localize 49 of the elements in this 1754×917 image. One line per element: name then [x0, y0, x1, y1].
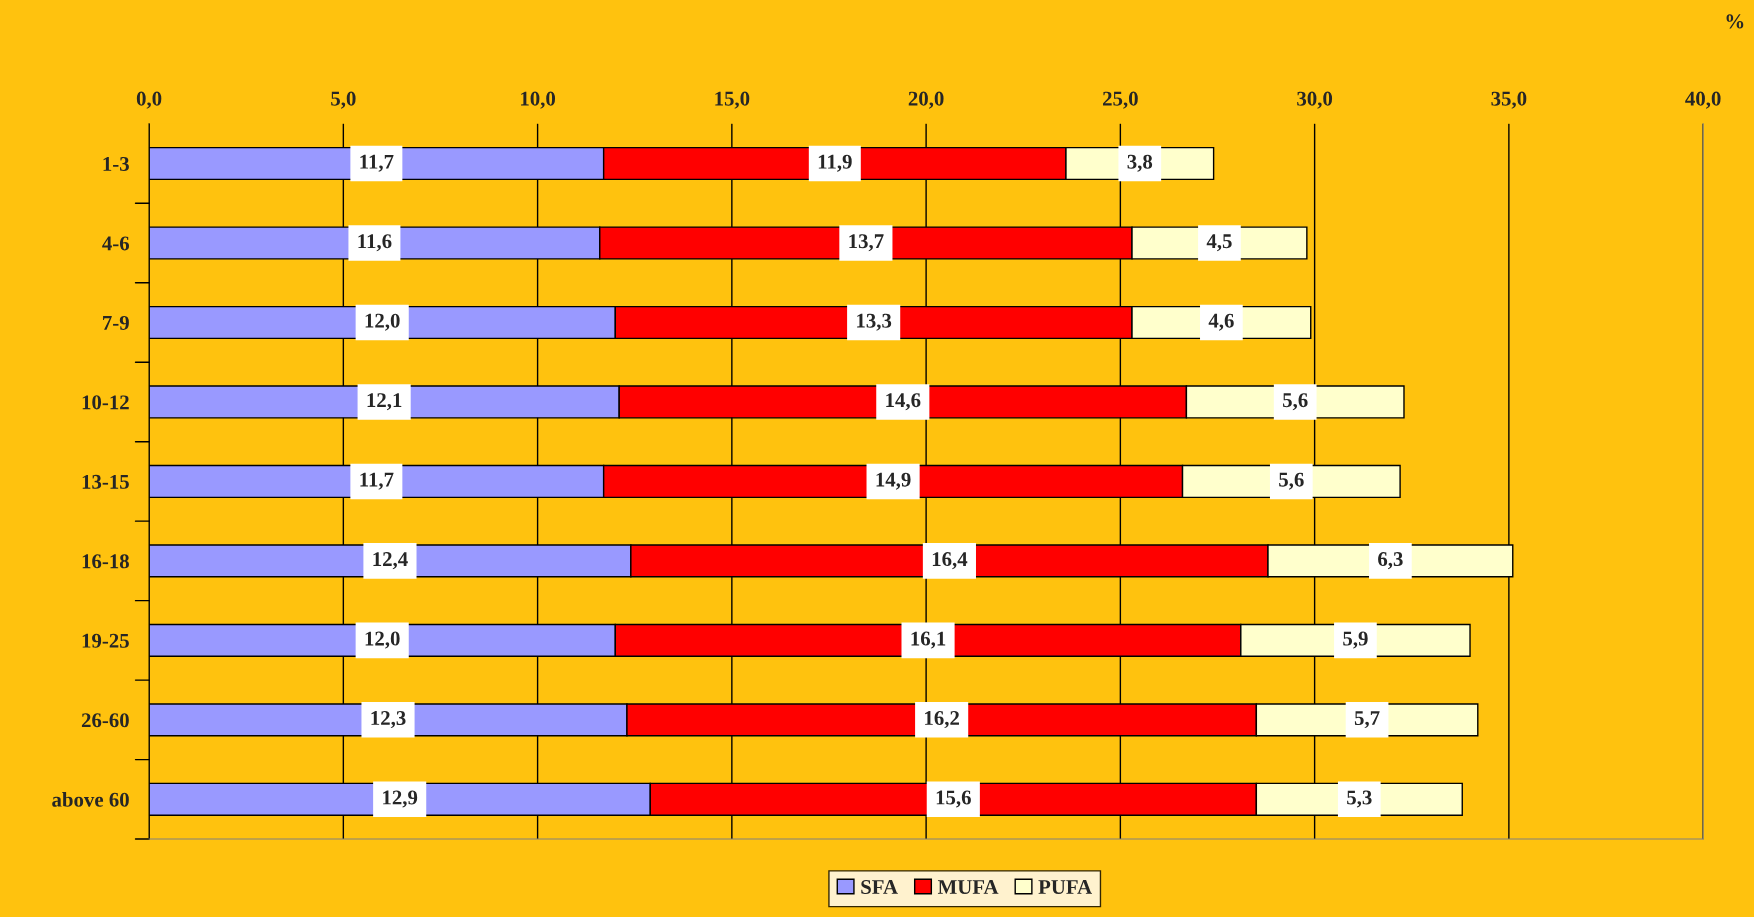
data-label: 4,6 — [1208, 313, 1234, 331]
x-tick-label: 20,0 — [908, 91, 944, 109]
y-tick-label: 16-18 — [82, 554, 129, 569]
legend-label: MUFA — [937, 880, 999, 895]
data-label: 5,6 — [1279, 472, 1304, 490]
data-label: 12,9 — [383, 790, 418, 808]
data-label: 5,9 — [1343, 631, 1368, 649]
data-label: 14,9 — [876, 472, 911, 490]
data-label: 13,7 — [849, 234, 884, 252]
x-tick-label: 5,0 — [331, 91, 356, 109]
data-label: 11,7 — [360, 472, 394, 490]
data-label: 16,4 — [932, 552, 968, 570]
x-tick-label: 0,0 — [136, 91, 162, 109]
y-tick-label: above 60 — [52, 792, 129, 807]
y-tick-label: 26-60 — [81, 713, 129, 728]
y-tick-label: 13-15 — [82, 474, 129, 489]
data-label: 12,0 — [365, 631, 400, 649]
y-tick-label: 10-12 — [82, 395, 129, 410]
data-label: 3,8 — [1127, 154, 1153, 172]
y-tick-label: 7-9 — [103, 315, 129, 330]
x-tick-label: 40,0 — [1685, 91, 1721, 109]
data-label: 12,1 — [367, 393, 402, 411]
data-label: 6,3 — [1378, 552, 1403, 570]
data-label: 11,6 — [358, 234, 392, 252]
x-tick-label: 35,0 — [1491, 91, 1527, 109]
data-label: 11,7 — [360, 154, 394, 172]
y-tick-label: 19-25 — [82, 633, 129, 648]
x-tick-label: 30,0 — [1297, 91, 1333, 109]
data-label: 16,1 — [911, 631, 946, 649]
legend-label: SFA — [861, 880, 898, 895]
data-label: 11,9 — [818, 154, 852, 172]
data-label: 12,3 — [371, 711, 406, 729]
data-label: 15,6 — [936, 790, 971, 808]
legend-label: PUFA — [1038, 880, 1092, 895]
data-label: 16,2 — [925, 711, 959, 729]
data-label: 5,3 — [1347, 790, 1372, 808]
data-label: 13,3 — [857, 313, 892, 331]
x-tick-label: 10,0 — [521, 91, 556, 109]
data-label: 14,6 — [886, 393, 921, 411]
x-tick-label: 15,0 — [715, 91, 750, 109]
y-tick-label: 1-3 — [103, 156, 129, 171]
data-label: 12,0 — [365, 313, 400, 331]
data-label: 4,5 — [1206, 234, 1232, 252]
data-label: 5,6 — [1283, 393, 1308, 411]
data-label: 5,7 — [1354, 711, 1380, 729]
text: % — [1726, 14, 1744, 29]
x-tick-label: 25,0 — [1103, 91, 1138, 109]
data-label: 12,4 — [373, 552, 408, 570]
y-tick-label: 4-6 — [102, 236, 130, 251]
